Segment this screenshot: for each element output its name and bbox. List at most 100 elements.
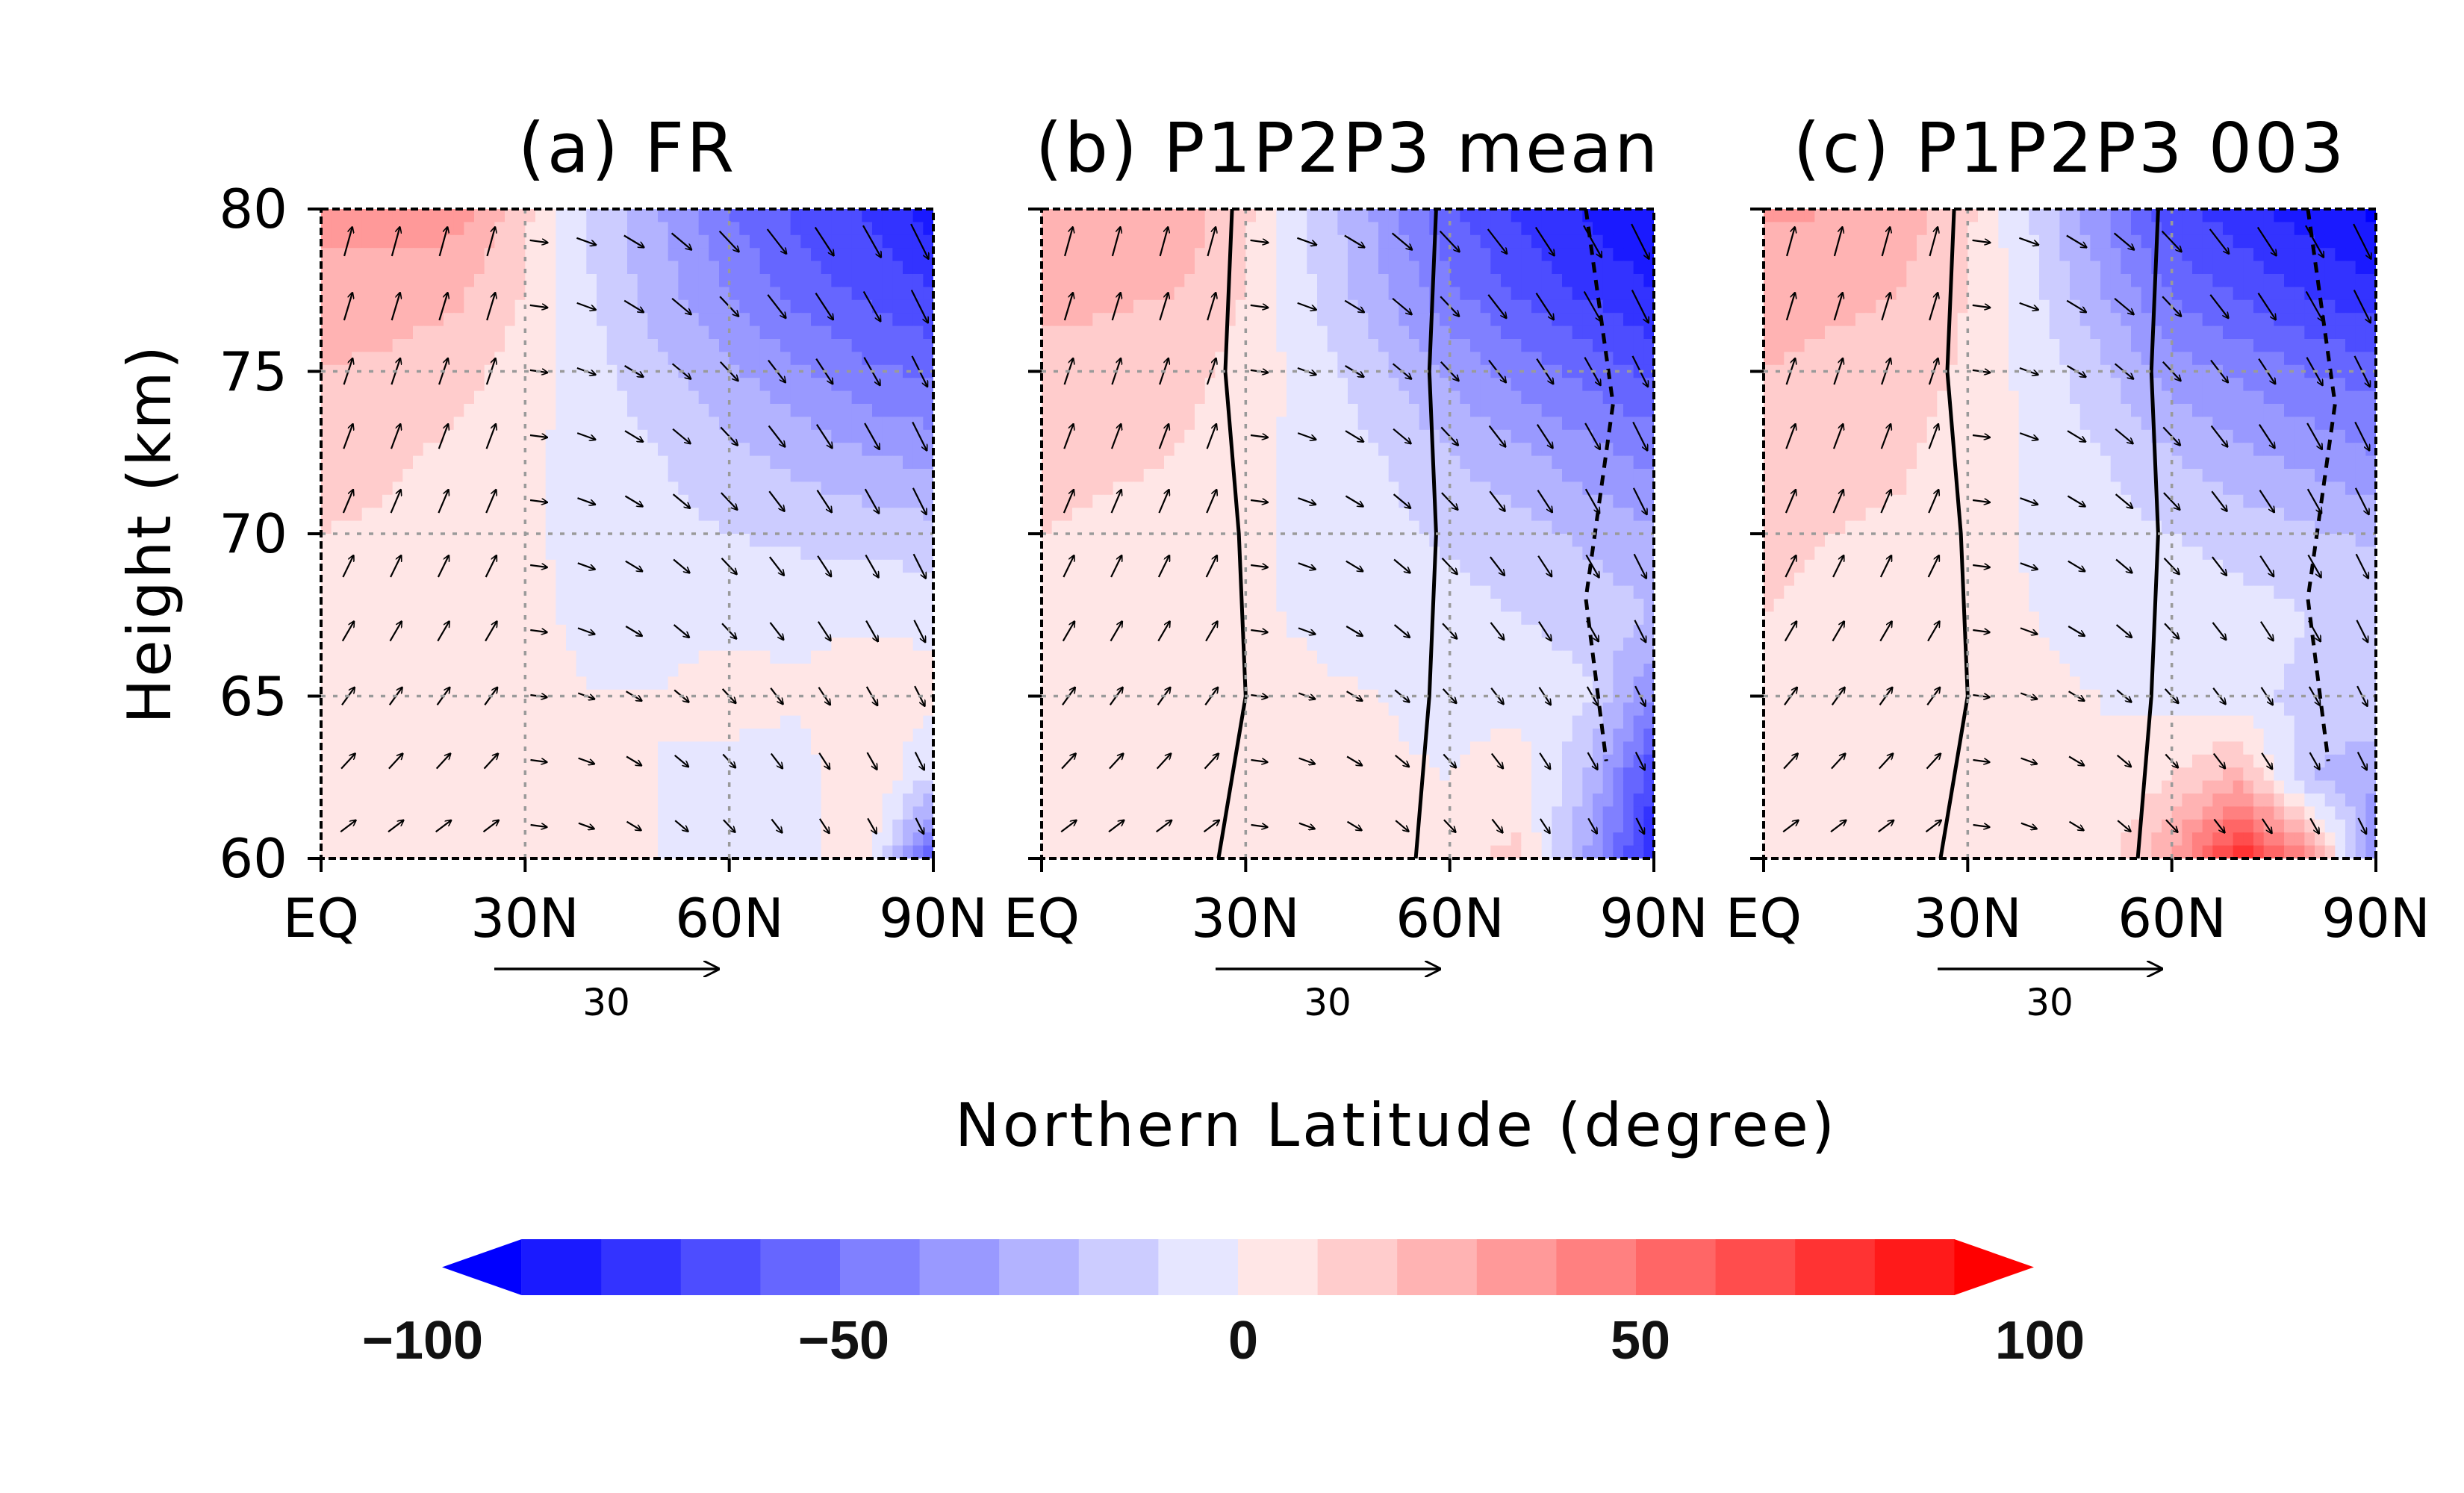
field-cell xyxy=(525,352,536,366)
field-cell xyxy=(545,455,557,470)
field-cell xyxy=(1480,299,1492,314)
field-cell xyxy=(494,585,505,599)
field-cell xyxy=(719,404,730,418)
field-cell xyxy=(647,794,659,808)
field-cell xyxy=(1470,573,1481,587)
field-cell xyxy=(1062,573,1073,587)
field-cell xyxy=(1531,494,1543,508)
field-cell xyxy=(352,534,363,548)
field-cell xyxy=(800,261,812,275)
field-cell xyxy=(474,248,485,262)
field-cell xyxy=(729,390,741,405)
field-cell xyxy=(484,209,496,223)
field-cell xyxy=(719,715,730,729)
field-cell xyxy=(423,676,435,691)
field-cell xyxy=(597,390,608,405)
field-cell xyxy=(1531,209,1543,223)
field-cell xyxy=(658,689,669,703)
field-cell xyxy=(872,845,883,858)
field-cell xyxy=(331,455,343,470)
field-cell xyxy=(372,794,383,808)
field-cell xyxy=(484,520,496,534)
field-cell xyxy=(1399,546,1410,561)
field-cell xyxy=(1062,404,1073,418)
field-cell xyxy=(1225,508,1236,522)
field-cell xyxy=(1256,508,1267,522)
field-cell xyxy=(780,261,791,275)
field-cell xyxy=(505,832,516,847)
field-cell xyxy=(1613,559,1624,573)
field-cell xyxy=(1307,287,1318,301)
field-cell xyxy=(1541,481,1553,496)
field-cell xyxy=(1256,404,1267,418)
field-cell xyxy=(658,559,669,573)
field-cell xyxy=(1195,287,1206,301)
field-cell xyxy=(464,313,475,327)
field-cell xyxy=(1287,352,1298,366)
field-cell xyxy=(862,261,873,275)
field-cell xyxy=(688,676,700,691)
field-cell xyxy=(617,404,628,418)
field-cell xyxy=(1602,274,1614,288)
field-cell xyxy=(1480,313,1492,327)
field-cell xyxy=(1368,364,1379,378)
field-cell xyxy=(556,534,567,548)
field-cell xyxy=(1103,222,1114,236)
field-cell xyxy=(433,481,444,496)
field-cell xyxy=(566,754,577,768)
field-cell xyxy=(413,339,424,353)
field-cell xyxy=(851,299,863,314)
field-cell xyxy=(1092,585,1104,599)
field-cell xyxy=(841,222,853,236)
field-cell xyxy=(361,599,373,613)
field-cell xyxy=(1409,274,1420,288)
field-cell xyxy=(811,520,822,534)
field-cell xyxy=(1572,404,1584,418)
field-cell xyxy=(821,624,833,638)
field-cell xyxy=(1449,339,1461,353)
field-cell xyxy=(352,729,363,743)
field-cell xyxy=(1440,443,1451,457)
field-cell xyxy=(1235,404,1247,418)
field-cell xyxy=(352,741,363,755)
field-cell xyxy=(841,261,853,275)
field-cell xyxy=(474,832,485,847)
field-cell xyxy=(719,702,730,717)
field-cell xyxy=(1613,508,1624,522)
field-cell xyxy=(1409,339,1420,353)
field-cell xyxy=(1562,390,1573,405)
field-cell xyxy=(1501,364,1512,378)
field-cell xyxy=(912,417,924,431)
field-cell xyxy=(464,339,475,353)
field-cell xyxy=(474,299,485,314)
field-cell xyxy=(759,676,771,691)
field-cell xyxy=(525,455,536,470)
field-cell xyxy=(382,234,393,249)
field-cell xyxy=(678,715,689,729)
field-cell xyxy=(484,443,496,457)
field-cell xyxy=(361,767,373,782)
field-cell xyxy=(678,313,689,327)
field-cell xyxy=(392,261,404,275)
field-cell xyxy=(566,611,577,626)
field-cell xyxy=(1572,352,1584,366)
field-cell xyxy=(586,508,597,522)
field-cell xyxy=(627,469,638,483)
field-cell xyxy=(770,559,781,573)
field-cell xyxy=(688,378,700,392)
wind-vector xyxy=(576,302,596,310)
field-cell xyxy=(617,443,628,457)
field-cell xyxy=(597,806,608,820)
field-cell xyxy=(361,780,373,794)
field-cell xyxy=(1174,339,1186,353)
field-cell xyxy=(1092,248,1104,262)
field-cell xyxy=(658,469,669,483)
field-cell xyxy=(1327,209,1339,223)
field-cell xyxy=(576,767,588,782)
field-cell xyxy=(413,261,424,275)
field-cell xyxy=(1643,339,1654,353)
field-cell xyxy=(597,404,608,418)
field-cell xyxy=(464,729,475,743)
field-cell xyxy=(1388,390,1400,405)
field-cell xyxy=(453,469,465,483)
